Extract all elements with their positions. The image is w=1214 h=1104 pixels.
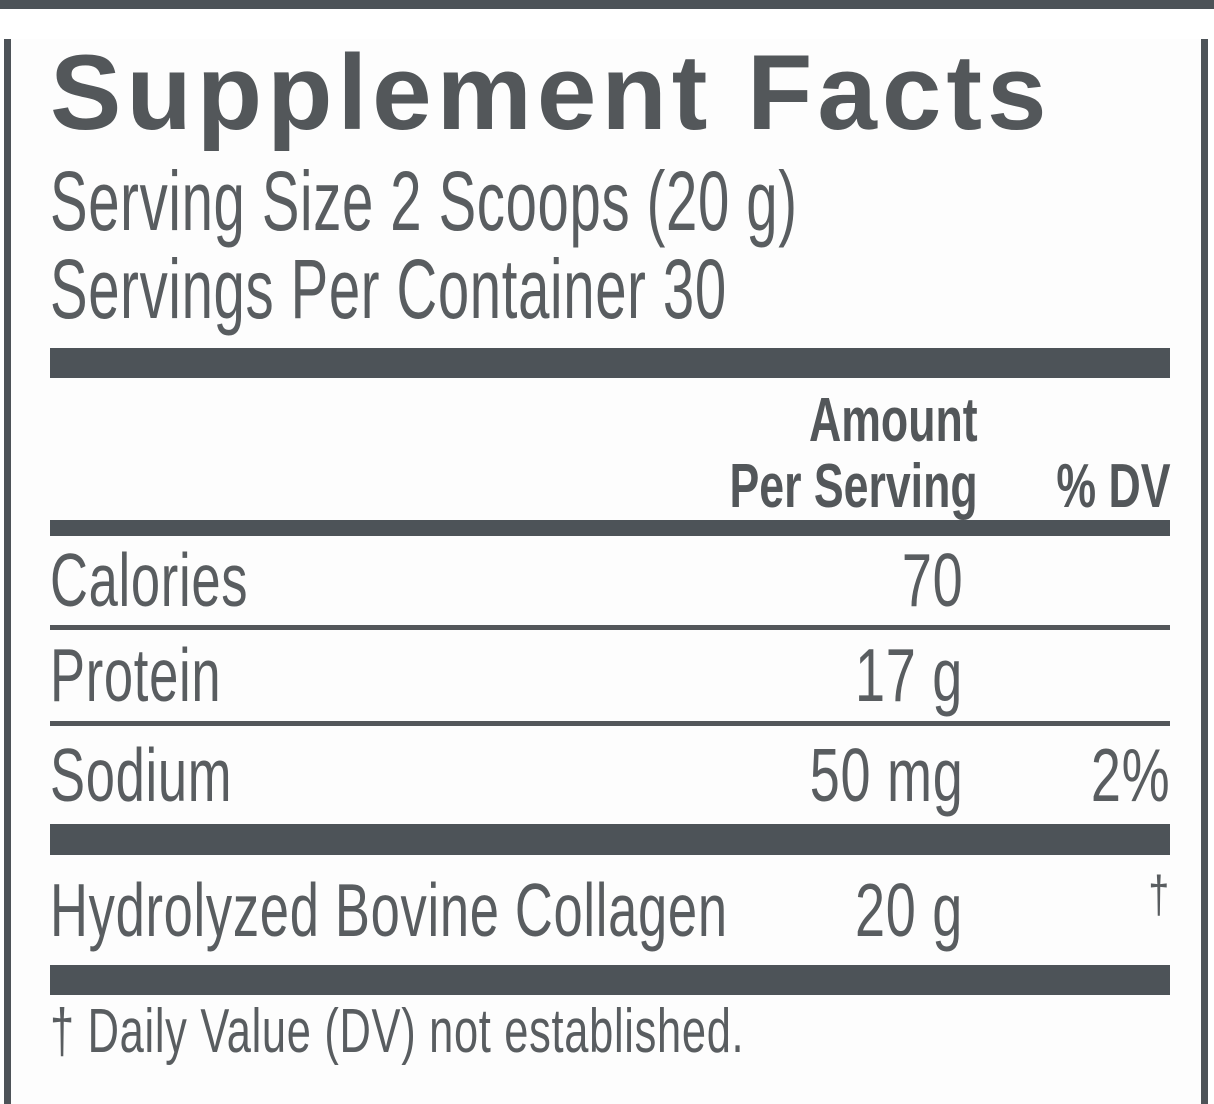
serving-info: Serving Size 2 Scoops (20 g) Servings Pe…: [50, 157, 1170, 333]
divider-bar-thick-middle: [50, 824, 1170, 855]
column-header-row: Amount Per Serving % DV: [50, 388, 1170, 521]
supplement-facts-panel: Supplement Facts Serving Size 2 Scoops (…: [4, 39, 1208, 1104]
nutrient-name: Protein: [50, 633, 222, 717]
table-row: Sodium 50 mg 2%: [50, 726, 1170, 824]
nutrient-dv: [963, 638, 1170, 713]
nutrient-amount: 50 mg: [809, 732, 963, 817]
panel-title: Supplement Facts: [50, 32, 1052, 152]
divider-rule-thin: [50, 625, 1170, 630]
nutrient-dv: 2%: [1090, 732, 1170, 817]
divider-rule-thin: [50, 721, 1170, 726]
label-top-border: [0, 0, 1214, 9]
nutrient-name: Sodium: [50, 732, 233, 817]
servings-per-container-line: Servings Per Container 30: [50, 242, 727, 336]
nutrient-dv: [963, 543, 1170, 618]
table-row: Calories 70: [50, 536, 1170, 625]
amount-header-line1: Amount: [809, 386, 978, 455]
dagger-icon: †: [1148, 866, 1170, 924]
panel-content: Supplement Facts Serving Size 2 Scoops (…: [50, 39, 1170, 1063]
amount-header-line2: Per Serving: [729, 452, 978, 521]
nutrient-amount: 70: [901, 538, 963, 622]
amount-per-serving-header: Amount Per Serving: [633, 388, 977, 520]
dv-footnote: † Daily Value (DV) not established.: [50, 997, 745, 1066]
nutrient-name: Calories: [50, 538, 249, 622]
nutrient-amount: 20 g: [855, 867, 963, 952]
divider-bar-thick-top: [50, 348, 1170, 378]
nutrient-amount: 17 g: [855, 633, 963, 717]
serving-size-line: Serving Size 2 Scoops (20 g): [50, 154, 798, 248]
table-row: Protein 17 g: [50, 630, 1170, 721]
divider-bar-thick-bottom: [50, 965, 1170, 995]
divider-bar-medium: [50, 520, 1170, 536]
table-row: Hydrolyzed Bovine Collagen 20 g †: [50, 855, 1170, 965]
percent-dv-header: % DV: [1055, 452, 1170, 521]
nutrient-name: Hydrolyzed Bovine Collagen: [50, 867, 728, 952]
